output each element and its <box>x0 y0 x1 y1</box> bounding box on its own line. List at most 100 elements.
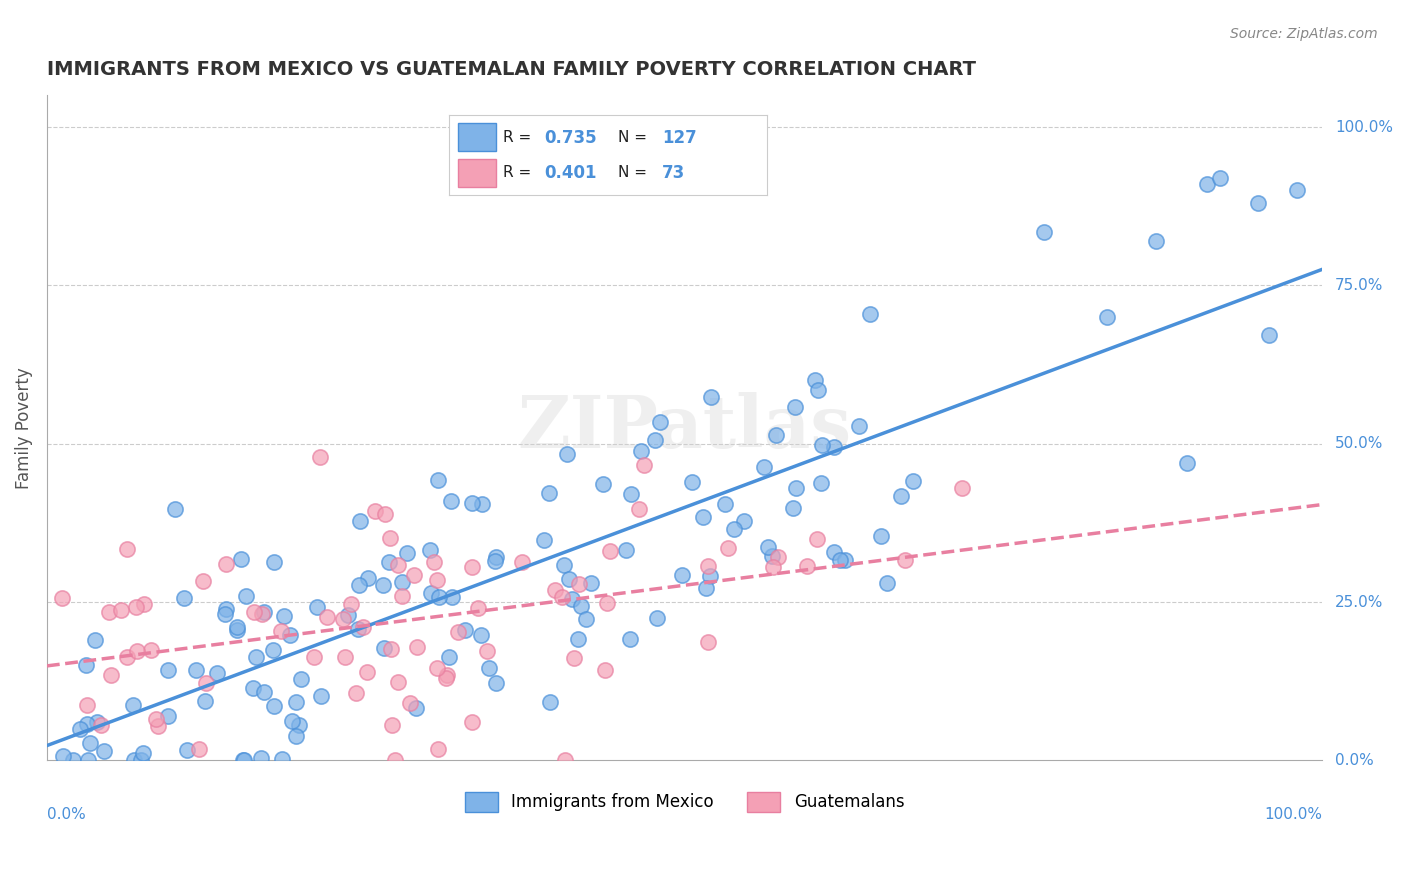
Point <box>76 716 98 731</box>
Point <box>950 481 973 495</box>
Point <box>697 635 720 649</box>
Point <box>561 592 583 607</box>
Point <box>859 307 882 321</box>
Point <box>97 605 120 619</box>
Point <box>426 573 449 587</box>
Point <box>304 649 326 664</box>
Point <box>263 555 285 569</box>
Point <box>121 698 143 712</box>
Point <box>253 605 276 619</box>
Point <box>69 723 91 737</box>
Point <box>1197 177 1219 191</box>
Point <box>419 543 441 558</box>
Text: Source: ZipAtlas.com: Source: ZipAtlas.com <box>1230 27 1378 41</box>
Point <box>434 672 457 686</box>
Point <box>273 609 295 624</box>
Point <box>263 699 285 714</box>
Point <box>391 574 413 589</box>
Point <box>633 458 655 473</box>
Point <box>477 661 499 675</box>
Point <box>440 590 463 604</box>
Point <box>387 558 409 573</box>
Text: 100.0%: 100.0% <box>1334 120 1393 135</box>
Point <box>288 718 311 732</box>
Point <box>76 698 98 712</box>
Point <box>890 489 912 503</box>
Point <box>332 612 354 626</box>
Point <box>245 650 267 665</box>
Point <box>127 644 149 658</box>
Point <box>262 643 284 657</box>
Point <box>834 553 856 567</box>
Point <box>823 545 845 559</box>
Point <box>1247 196 1270 211</box>
Point <box>1209 170 1232 185</box>
Point <box>538 695 561 709</box>
Point <box>226 623 249 637</box>
Point <box>754 460 776 475</box>
Point <box>284 695 307 709</box>
Point <box>723 522 745 536</box>
Point <box>460 560 482 574</box>
Point <box>387 674 409 689</box>
Point <box>184 663 207 677</box>
Point <box>806 532 828 546</box>
Point <box>436 668 458 682</box>
Point <box>485 550 508 565</box>
Point <box>901 474 924 488</box>
Point <box>1032 225 1054 239</box>
Point <box>557 572 579 586</box>
Point <box>391 589 413 603</box>
Point <box>461 714 484 729</box>
Point <box>1258 327 1281 342</box>
Point <box>141 643 163 657</box>
Point <box>696 558 718 573</box>
Text: ZIPatlas: ZIPatlas <box>517 392 852 464</box>
Point <box>62 753 84 767</box>
Point <box>593 664 616 678</box>
Point <box>785 481 807 495</box>
Point <box>894 553 917 567</box>
Point <box>396 546 419 560</box>
Point <box>620 487 643 501</box>
Point <box>357 571 380 585</box>
Point <box>356 665 378 679</box>
Point <box>628 502 651 516</box>
Point <box>427 590 450 604</box>
Point <box>543 582 565 597</box>
Point <box>568 576 591 591</box>
Point <box>402 568 425 582</box>
Point <box>352 620 374 634</box>
Point <box>644 433 666 447</box>
Point <box>89 718 111 732</box>
Y-axis label: Family Poverty: Family Poverty <box>15 367 32 489</box>
Point <box>811 437 834 451</box>
Point <box>692 510 714 524</box>
Point <box>176 742 198 756</box>
Point <box>125 600 148 615</box>
Point <box>76 753 98 767</box>
Point <box>1175 456 1198 470</box>
Point <box>165 502 187 516</box>
Point <box>132 597 155 611</box>
Point <box>1285 183 1308 197</box>
Point <box>157 664 180 678</box>
Point <box>645 611 668 625</box>
Point <box>86 714 108 729</box>
Point <box>671 567 693 582</box>
Point <box>823 440 845 454</box>
Point <box>207 665 229 680</box>
Point <box>145 712 167 726</box>
Point <box>446 624 468 639</box>
Point <box>232 753 254 767</box>
Point <box>250 750 273 764</box>
Point <box>599 544 621 558</box>
Point <box>569 599 592 613</box>
Point <box>1144 234 1167 248</box>
Point <box>278 627 301 641</box>
Point <box>173 591 195 606</box>
Point <box>242 681 264 696</box>
Point <box>426 661 449 675</box>
Point <box>364 504 387 518</box>
Point <box>437 650 460 665</box>
